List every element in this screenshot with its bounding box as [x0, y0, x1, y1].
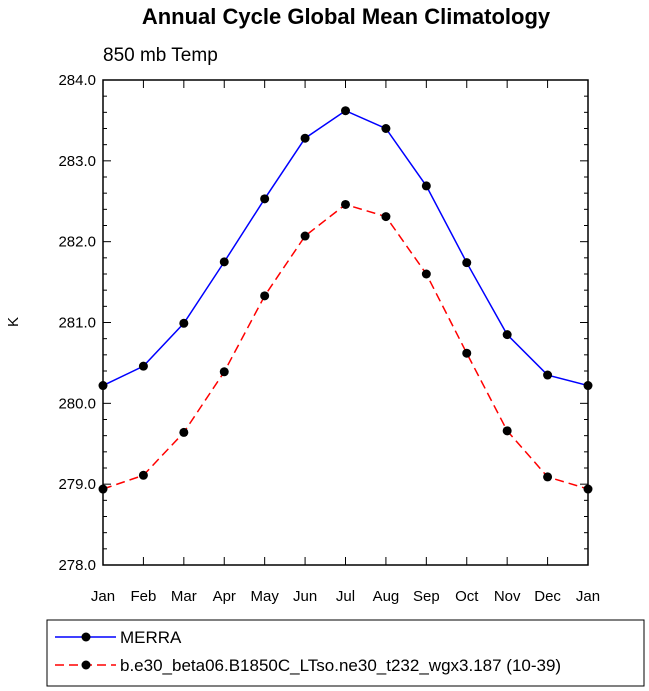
x-tick-label: Jul [336, 588, 355, 605]
series-1-point [462, 258, 472, 268]
y-tick-label: 284.0 [58, 72, 96, 89]
series-1-point [502, 330, 512, 340]
x-tick-label: May [250, 588, 279, 605]
x-tick-label: Dec [534, 588, 561, 605]
y-tick-label: 280.0 [58, 395, 96, 412]
series-1-point [341, 106, 350, 116]
series-2-point [138, 470, 148, 480]
y-tick-label: 278.0 [58, 557, 96, 574]
series-2-point [381, 212, 391, 222]
series-2-point [341, 199, 350, 209]
plot-frame [102, 79, 589, 566]
y-tick-label: 279.0 [58, 476, 96, 493]
series-group [98, 106, 593, 494]
series-2-point [179, 427, 189, 437]
x-tick-label: Jan [91, 588, 115, 605]
series-2-point [300, 231, 310, 241]
y-tick-label: 282.0 [58, 234, 96, 251]
series-2-point [462, 348, 472, 358]
x-tick-label: Aug [373, 588, 400, 605]
series-1-point [219, 257, 229, 267]
series-2-point [502, 426, 512, 436]
chart-title: Annual Cycle Global Mean Climatology [142, 4, 551, 29]
series-1-point [543, 370, 553, 380]
series-1-point [300, 133, 310, 143]
series-2-point [543, 472, 553, 482]
x-tick-label: Mar [171, 588, 197, 605]
x-tick-label: Apr [213, 588, 236, 605]
legend-label-2: b.e30_beta06.B1850C_LTso.ne30_t232_wgx3.… [120, 656, 561, 675]
x-tick-label: Nov [494, 588, 521, 605]
axis-ticks [102, 79, 589, 566]
legend-marker-2 [81, 660, 91, 670]
x-tick-label: Feb [130, 588, 156, 605]
tick-labels: Jan Feb Mar Apr May Jun Jul Aug Sep Oct Nov Dec Jan 2… [58, 72, 600, 605]
series-1-point [179, 318, 189, 328]
series-line-1 [102, 109, 589, 387]
series-2-point [219, 367, 229, 377]
x-tick-label: Jun [293, 588, 317, 605]
chart-subtitle: 850 mb Temp [103, 45, 218, 66]
legend-label-1: MERRA [120, 628, 182, 647]
y-axis-label: K [5, 317, 22, 327]
series-1-point [421, 181, 431, 191]
series-1-point [381, 124, 391, 133]
legend-marker-1 [81, 632, 91, 642]
legend-box [46, 619, 645, 687]
y-tick-label: 281.0 [58, 315, 96, 332]
x-tick-label: Sep [413, 588, 440, 605]
series-2-point [421, 269, 431, 279]
x-tick-label: Oct [455, 588, 479, 605]
series-2-point [260, 291, 270, 301]
series-1-point [138, 361, 148, 371]
legend: MERRA b.e30_beta06.B1850C_LTso.ne30_t232_… [55, 628, 561, 675]
series-1-point [260, 194, 270, 204]
x-tick-label: Jan [576, 588, 600, 605]
series-line-2 [102, 203, 589, 490]
y-tick-label: 283.0 [58, 153, 96, 170]
